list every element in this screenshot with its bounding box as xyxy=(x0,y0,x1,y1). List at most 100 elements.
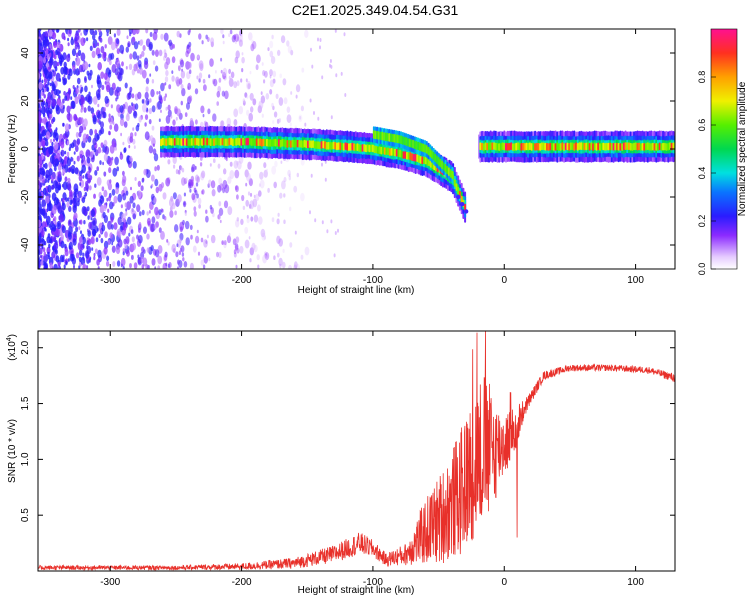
trace-cell xyxy=(303,139,306,148)
noise-speck xyxy=(59,102,64,110)
trace-branch-cell xyxy=(419,142,421,151)
noise-speck xyxy=(172,192,177,200)
trace-cell xyxy=(315,141,318,149)
trace-cell xyxy=(351,142,354,151)
trace-cell xyxy=(223,138,226,147)
noise-speck xyxy=(189,262,194,269)
trace-cell xyxy=(390,148,393,156)
noise-speck xyxy=(321,75,324,80)
trace-cell xyxy=(243,138,246,146)
noise-speck xyxy=(79,249,83,256)
noise-speck xyxy=(340,71,343,76)
noise-speck xyxy=(51,220,54,225)
noise-speck xyxy=(220,29,224,35)
noise-speck xyxy=(152,143,155,147)
noise-speck xyxy=(49,128,52,133)
trace-branch-cell xyxy=(446,165,449,175)
noise-speck xyxy=(321,220,324,225)
noise-speck xyxy=(54,66,58,72)
noise-speck xyxy=(103,215,108,223)
trace-cell xyxy=(284,139,287,148)
noise-speck xyxy=(53,197,59,206)
noise-speck xyxy=(166,239,169,243)
noise-speck xyxy=(49,43,52,49)
noise-speck xyxy=(137,254,140,259)
noise-speck xyxy=(83,61,89,71)
noise-speck xyxy=(48,29,53,37)
noise-speck xyxy=(184,220,190,230)
noise-speck xyxy=(109,179,112,184)
noise-speck xyxy=(171,56,176,64)
noise-speck xyxy=(311,64,314,69)
noise-speck xyxy=(248,177,253,186)
noise-speck xyxy=(235,236,240,244)
noise-speck xyxy=(85,252,90,259)
noise-speck xyxy=(128,63,133,70)
noise-speck xyxy=(131,242,136,251)
noise-speck xyxy=(73,160,76,165)
noise-speck xyxy=(233,249,237,255)
noise-speck xyxy=(242,98,246,104)
noise-speck xyxy=(234,169,240,179)
trace-cell xyxy=(308,140,311,148)
trace-cell xyxy=(324,141,327,149)
noise-speck xyxy=(95,47,101,56)
trace-cell xyxy=(585,142,588,151)
noise-speck xyxy=(251,242,256,251)
trace-cell xyxy=(539,143,542,151)
noise-speck xyxy=(51,224,57,232)
noise-speck xyxy=(51,251,56,259)
trace-branch-cell xyxy=(432,151,435,161)
trace-cell xyxy=(184,138,187,146)
noise-speck xyxy=(236,194,239,200)
noise-speck xyxy=(133,63,138,72)
noise-speck xyxy=(259,179,265,189)
trace-cell xyxy=(385,147,388,156)
noise-speck xyxy=(75,57,81,66)
noise-speck xyxy=(138,221,142,228)
noise-speck xyxy=(149,98,152,103)
noise-speck xyxy=(261,62,264,66)
noise-speck xyxy=(154,49,159,57)
noise-speck xyxy=(49,82,52,87)
noise-speck xyxy=(141,264,145,269)
noise-speck xyxy=(139,211,142,217)
trace-cell xyxy=(365,144,367,153)
noise-speck xyxy=(100,46,105,54)
noise-speck xyxy=(88,221,92,229)
trace-cell xyxy=(482,143,485,151)
x-tick-label: -300 xyxy=(100,275,120,286)
noise-speck xyxy=(43,68,48,76)
noise-speck xyxy=(101,186,105,192)
noise-speck xyxy=(261,113,264,118)
trace-cell xyxy=(546,142,548,151)
trace-cell xyxy=(534,143,537,151)
noise-speck xyxy=(40,49,46,58)
trace-cell xyxy=(619,143,622,151)
trace-cell xyxy=(160,138,163,147)
noise-speck xyxy=(171,244,176,253)
y-tick-label: 1.0 xyxy=(20,452,31,466)
trace-cell xyxy=(486,142,489,151)
trace-cell xyxy=(523,143,526,151)
noise-speck xyxy=(154,206,159,216)
noise-speck xyxy=(109,232,113,239)
trace-cell xyxy=(581,142,584,151)
trace-cell xyxy=(254,138,257,147)
noise-speck xyxy=(137,190,142,199)
noise-speck xyxy=(89,128,93,136)
noise-speck xyxy=(46,222,49,226)
noise-speck xyxy=(217,85,221,93)
trace-cell xyxy=(479,142,482,151)
noise-speck xyxy=(179,226,183,233)
noise-speck xyxy=(108,59,112,66)
noise-speck xyxy=(258,190,262,197)
trace-cell xyxy=(643,143,646,151)
noise-speck xyxy=(317,116,320,121)
noise-speck xyxy=(71,142,75,149)
trace-cell xyxy=(657,143,659,151)
noise-speck xyxy=(41,146,46,153)
noise-speck xyxy=(52,101,55,107)
noise-speck xyxy=(196,75,199,80)
